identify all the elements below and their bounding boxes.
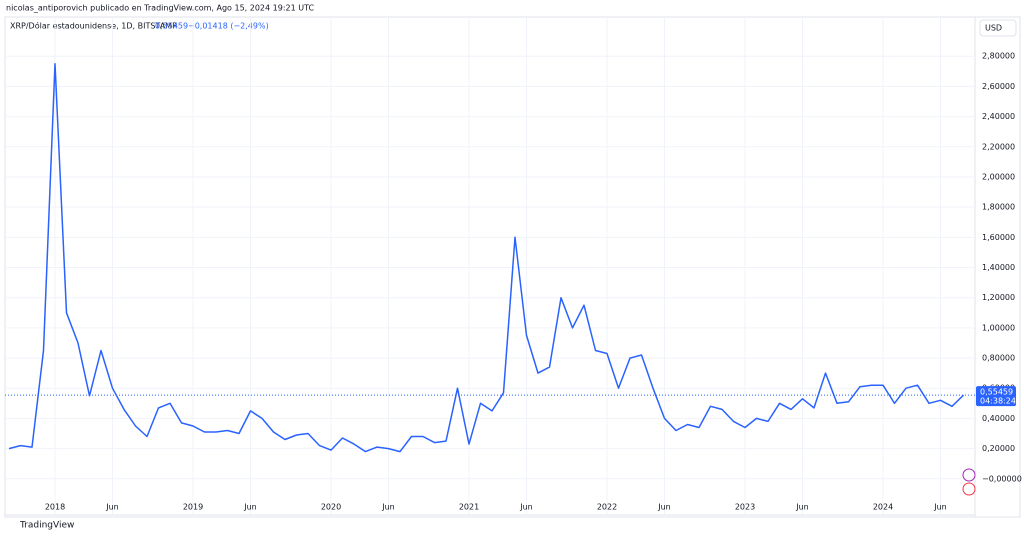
watermark: TradingView	[19, 521, 74, 531]
header: nicolas_antiporovich publicado en Tradin…	[6, 4, 315, 13]
x-tick-label: 2019	[183, 503, 203, 512]
y-tick-label: 0,80000	[982, 354, 1015, 363]
x-tick-label: Jun	[105, 503, 119, 512]
x-tick-label: Jun	[381, 503, 395, 512]
x-tick-label: 2018	[45, 503, 65, 512]
y-tick-label: 2,20000	[982, 142, 1015, 151]
y-tick-label: −0,00000	[982, 474, 1022, 483]
last-price-label: 0,55459	[980, 388, 1013, 397]
y-tick-label: 2,80000	[982, 52, 1015, 61]
x-tick-label: Jun	[519, 503, 533, 512]
x-tick-label: Jun	[933, 503, 947, 512]
y-tick-label: 1,80000	[982, 203, 1015, 212]
legend-symbol: XRP/Dólar estadounidense, 1D, BITSTAMP	[10, 21, 177, 31]
countdown-label: 04:38:24	[980, 397, 1016, 406]
x-tick-label: 2022	[597, 503, 617, 512]
event-icon[interactable]	[962, 468, 976, 482]
x-tick-label: Jun	[657, 503, 671, 512]
y-tick-label: 2,60000	[982, 82, 1015, 91]
x-tick-label: 2020	[321, 503, 341, 512]
y-tick-label: 1,60000	[982, 233, 1015, 242]
last-price-box	[976, 386, 1016, 407]
y-tick-label: 2,00000	[982, 172, 1015, 181]
event-icon[interactable]	[962, 482, 976, 496]
x-tick-label: Jun	[795, 503, 809, 512]
x-tick-label: Jun	[243, 503, 257, 512]
price-line-series	[8, 63, 965, 453]
y-tick-label: 1,40000	[982, 263, 1015, 272]
x-tick-label: 2021	[459, 503, 479, 512]
y-tick-label: 1,00000	[982, 323, 1015, 332]
legend-change: −0,01418 (−2,49%)	[188, 22, 269, 31]
x-tick-label: 2024	[873, 503, 893, 512]
x-tick-label: 2023	[735, 503, 755, 512]
y-tick-label: 0,20000	[982, 444, 1015, 453]
y-tick-label: 2,40000	[982, 112, 1015, 121]
currency: USD	[985, 24, 1002, 33]
plot	[5, 17, 975, 515]
legend-price: 0,55459	[155, 22, 188, 31]
y-tick-label: 0,40000	[982, 414, 1015, 423]
y-tick-label: 1,20000	[982, 293, 1015, 302]
currency-box[interactable]	[979, 19, 1017, 37]
frame	[4, 16, 1021, 518]
